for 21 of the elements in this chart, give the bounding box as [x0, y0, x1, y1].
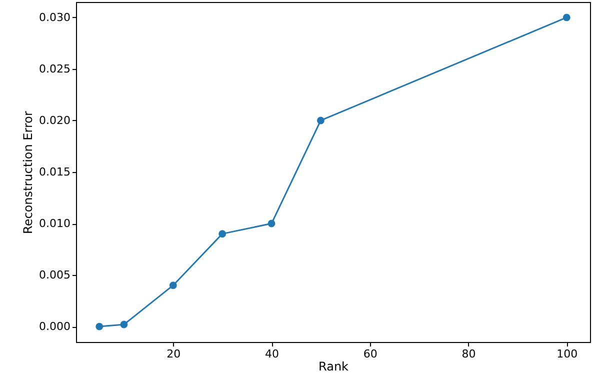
y-tick-label: 0.000: [39, 320, 70, 334]
point: [120, 320, 128, 328]
point: [218, 230, 226, 238]
x-tick-label: 100: [556, 348, 578, 360]
point: [316, 116, 324, 124]
y-tick-label: 0.010: [39, 217, 70, 230]
point: [268, 220, 276, 228]
y-tick-label: 0.025: [39, 62, 70, 76]
x-axis-title: Rank: [318, 360, 349, 374]
point: [96, 322, 104, 330]
x-tick-label: 60: [363, 348, 378, 360]
point: [562, 14, 570, 22]
y-tick-label: 0.005: [39, 268, 70, 282]
x-tick-label: 20: [166, 348, 181, 360]
y-tick-label: 0.030: [39, 10, 70, 24]
point: [169, 282, 177, 290]
x-tick-label: 40: [265, 348, 280, 360]
y-tick-label: 0.015: [39, 166, 70, 178]
y-axis-title: Reconstruction Error: [21, 111, 36, 234]
y-tick-label: 0.020: [39, 114, 70, 127]
x-tick-label: 80: [462, 348, 476, 360]
